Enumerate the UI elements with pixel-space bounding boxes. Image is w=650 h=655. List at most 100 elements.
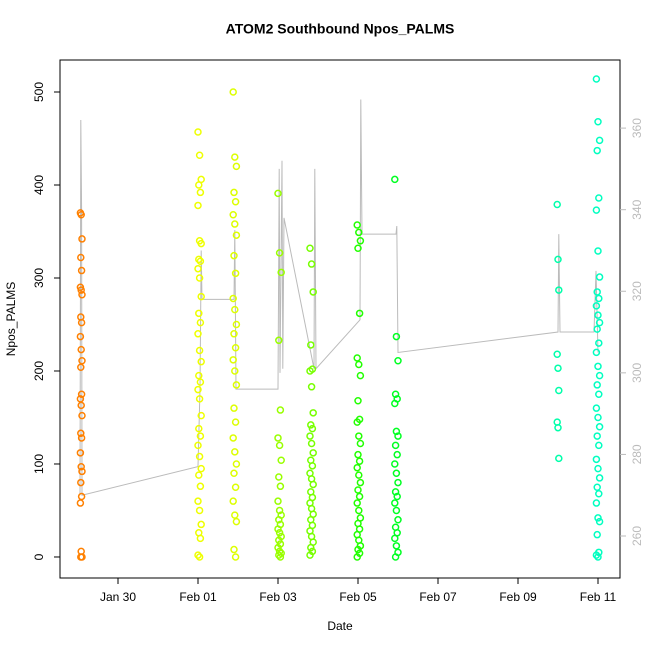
point — [194, 201, 202, 210]
point — [554, 364, 562, 372]
point — [392, 332, 401, 341]
point — [391, 460, 399, 468]
point — [194, 128, 202, 136]
point — [274, 189, 282, 198]
point — [353, 553, 361, 561]
point — [195, 181, 203, 189]
point — [76, 449, 85, 457]
point — [391, 390, 400, 398]
y2-tick-label: 300 — [630, 363, 644, 383]
point — [229, 497, 237, 505]
point — [275, 551, 283, 559]
point — [353, 418, 361, 426]
point — [354, 545, 362, 554]
point — [554, 255, 562, 264]
point — [78, 235, 86, 243]
point — [231, 511, 239, 519]
point — [195, 151, 204, 159]
point — [553, 350, 561, 358]
x-tick-label: Feb 03 — [259, 590, 297, 604]
point — [393, 450, 401, 459]
y-tick-label: 300 — [32, 268, 46, 288]
point — [353, 354, 361, 362]
point — [197, 239, 205, 248]
point — [355, 506, 363, 515]
point — [197, 520, 205, 529]
point — [593, 325, 601, 333]
point — [595, 318, 604, 327]
point — [274, 525, 282, 533]
point — [593, 146, 601, 155]
point — [592, 206, 601, 214]
point — [197, 357, 205, 366]
point — [274, 497, 282, 505]
point — [593, 530, 601, 539]
point — [77, 345, 85, 354]
point — [594, 311, 602, 319]
point — [195, 346, 204, 355]
point — [77, 429, 85, 438]
point — [555, 286, 563, 294]
point — [194, 385, 202, 394]
y2-tick-label: 340 — [630, 199, 644, 219]
point — [194, 497, 202, 505]
y-tick-label: 100 — [32, 454, 46, 474]
point — [354, 244, 362, 252]
point — [232, 162, 241, 171]
point — [593, 381, 601, 389]
point — [594, 118, 602, 126]
point — [308, 462, 317, 470]
point — [197, 464, 205, 473]
point — [307, 439, 316, 448]
point — [354, 450, 362, 459]
x-tick-label: Feb 11 — [580, 590, 617, 604]
point — [306, 244, 314, 252]
point — [77, 363, 85, 372]
point — [77, 401, 85, 410]
point — [592, 75, 601, 83]
point — [275, 529, 284, 537]
point — [277, 456, 285, 465]
point — [231, 220, 239, 228]
point — [391, 499, 399, 507]
point — [229, 210, 237, 219]
point — [595, 441, 603, 450]
point — [276, 482, 285, 491]
point — [392, 469, 401, 478]
point — [594, 514, 602, 522]
point — [594, 553, 602, 561]
point — [195, 506, 204, 515]
point — [555, 386, 563, 395]
point — [392, 542, 401, 550]
point — [77, 553, 85, 561]
point — [594, 247, 602, 255]
point — [274, 434, 282, 442]
point — [595, 294, 603, 303]
point — [229, 356, 237, 364]
point — [77, 478, 85, 487]
point — [595, 371, 604, 380]
point — [392, 506, 401, 515]
point — [77, 463, 85, 471]
point — [394, 357, 402, 365]
point — [196, 257, 205, 265]
point — [355, 228, 363, 237]
point — [306, 367, 314, 375]
x-tick-label: Feb 05 — [339, 590, 377, 604]
point — [276, 406, 285, 414]
point — [355, 360, 363, 369]
point — [196, 534, 205, 543]
point — [354, 486, 362, 494]
point — [595, 423, 604, 431]
point — [197, 292, 205, 301]
point — [77, 286, 85, 294]
point — [275, 536, 283, 544]
point — [230, 251, 238, 260]
point — [356, 478, 365, 487]
point — [353, 463, 361, 472]
point — [194, 264, 202, 273]
point — [595, 273, 604, 281]
point — [275, 516, 283, 524]
point — [394, 516, 402, 524]
